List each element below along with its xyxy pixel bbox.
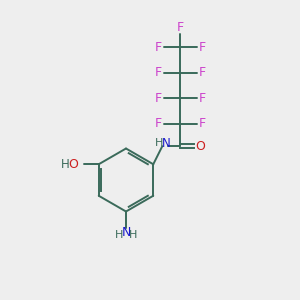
Text: F: F bbox=[155, 117, 162, 130]
Text: H: H bbox=[115, 230, 124, 240]
Text: F: F bbox=[199, 66, 206, 79]
Text: F: F bbox=[199, 41, 206, 54]
Text: F: F bbox=[199, 92, 206, 105]
Text: O: O bbox=[195, 140, 205, 153]
Text: F: F bbox=[199, 117, 206, 130]
Text: F: F bbox=[155, 41, 162, 54]
Text: N: N bbox=[161, 137, 170, 150]
Text: F: F bbox=[155, 92, 162, 105]
Text: H: H bbox=[128, 230, 137, 240]
Text: H: H bbox=[61, 158, 70, 171]
Text: N: N bbox=[121, 226, 131, 239]
Text: H: H bbox=[154, 138, 163, 148]
Text: O: O bbox=[69, 158, 79, 171]
Text: F: F bbox=[155, 66, 162, 79]
Text: F: F bbox=[177, 21, 184, 34]
